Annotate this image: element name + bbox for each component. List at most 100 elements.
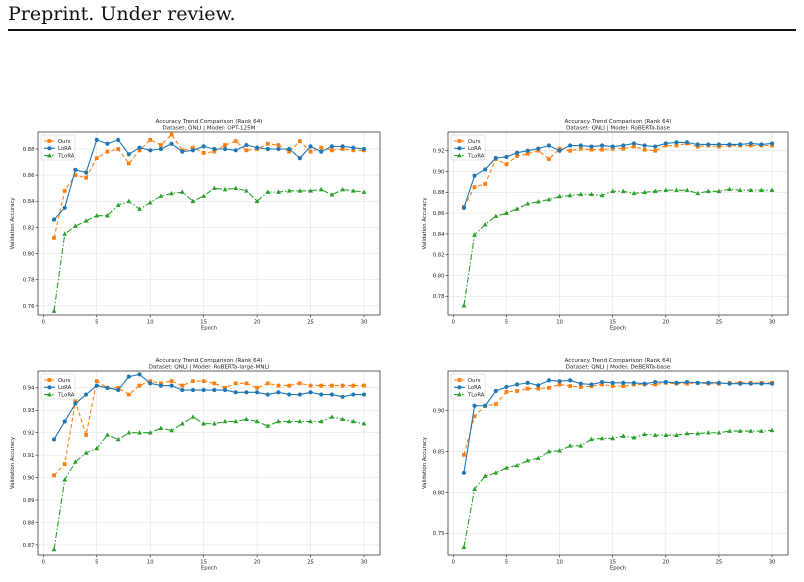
grid (448, 371, 788, 555)
tlora-marker (461, 544, 467, 550)
legend-marker (457, 385, 462, 390)
tlora-marker (318, 418, 324, 424)
lora-marker (351, 392, 356, 397)
legend-marker (47, 139, 52, 143)
tlora-marker (211, 185, 217, 191)
lora-marker (265, 146, 270, 152)
tlora-marker (716, 430, 722, 435)
lora-marker (351, 145, 356, 150)
lora-marker (297, 156, 302, 161)
tlora-marker (610, 435, 616, 441)
tlora-marker (727, 428, 732, 433)
tlora-marker (631, 190, 637, 196)
lora-marker (319, 392, 324, 397)
y-tick-label: 0.92 (433, 149, 445, 155)
tlora-marker (631, 435, 637, 440)
lora-marker (674, 140, 679, 145)
y-axis-label: Validation Accuracy (422, 197, 428, 249)
x-tick-label: 15 (609, 560, 616, 566)
ours-marker (105, 149, 110, 154)
tlora-marker (361, 421, 367, 426)
tlora-marker (514, 462, 520, 468)
lora-marker (169, 383, 174, 388)
tlora-marker (244, 188, 249, 193)
lora-marker (578, 143, 583, 148)
ours-marker (674, 143, 679, 148)
ours-line (463, 142, 773, 208)
legend-label: LoRA (468, 385, 482, 391)
ours-marker (94, 156, 99, 161)
lora-marker (287, 392, 292, 397)
ours-marker (653, 382, 658, 387)
x-tick-label: 20 (254, 560, 261, 566)
lora-marker (483, 167, 488, 172)
tlora-marker (620, 433, 626, 438)
legend-label: LoRA (468, 146, 482, 152)
ours-marker (201, 151, 206, 155)
chart-title: Accuracy Trend Comparison (Rank 64) (565, 358, 672, 364)
lora-marker (546, 378, 552, 383)
x-tick-label: 20 (662, 560, 669, 566)
tlora-marker (652, 432, 658, 437)
legend-marker (457, 139, 462, 143)
lora-marker (361, 146, 367, 152)
lora-marker (51, 437, 57, 442)
ours-marker (265, 141, 270, 146)
lora-marker (73, 167, 78, 173)
tlora-marker (472, 486, 477, 491)
lora-marker (180, 387, 185, 393)
ours-marker (297, 381, 302, 386)
ours-marker (73, 173, 78, 178)
legend-label: Ours (58, 139, 71, 145)
tlora-marker (297, 188, 303, 193)
lora-marker (62, 419, 67, 424)
ours-marker (589, 147, 594, 152)
tlora-marker (276, 189, 281, 194)
tlora-marker (222, 186, 228, 192)
y-tick-label: 0.78 (433, 294, 445, 300)
tlora-marker (504, 210, 509, 215)
ours-line (463, 382, 773, 455)
chart-title: Accuracy Trend Comparison (Rank 64) (565, 119, 672, 125)
tlora-marker (308, 418, 313, 424)
lora-marker (695, 380, 700, 385)
plot-frame (37, 131, 381, 316)
lora-marker (254, 390, 260, 395)
tlora-marker (674, 432, 679, 437)
legend-label: Ours (58, 378, 71, 384)
page-header: Preprint. Under review. (8, 3, 236, 25)
lora-marker (748, 381, 753, 386)
lora-marker (126, 374, 131, 379)
tlora-marker (254, 198, 260, 204)
lora-marker (759, 381, 764, 386)
tlora-marker (737, 428, 743, 433)
ours-marker (169, 132, 174, 137)
x-tick-label: 25 (307, 320, 314, 326)
y-tick-label: 0.86 (23, 173, 35, 179)
tlora-marker (705, 430, 711, 435)
y-tick-label: 0.84 (23, 199, 35, 205)
lora-marker (116, 387, 121, 393)
legend-marker (457, 392, 462, 397)
ours-marker (159, 381, 163, 386)
tlora-marker (525, 201, 531, 206)
plot-frame (37, 370, 381, 556)
tlora-marker (308, 188, 313, 193)
ours-marker (340, 147, 345, 151)
ours-marker (126, 392, 131, 397)
lora-marker (83, 170, 89, 175)
y-tick-label: 0.75 (433, 531, 445, 537)
ours-marker (287, 149, 292, 154)
ours-marker (276, 143, 281, 147)
ours-marker (223, 385, 227, 390)
series-tlora (51, 185, 367, 313)
lora-marker (180, 149, 185, 154)
x-tick-label: 10 (556, 320, 563, 326)
tlora-marker (361, 189, 367, 194)
chart-subtitle: Dataset: QNLI | Model: RoBERTa-base (566, 126, 671, 132)
x-tick-label: 15 (609, 320, 616, 326)
y-tick-label: 0.85 (433, 449, 445, 455)
lora-marker (73, 401, 78, 406)
